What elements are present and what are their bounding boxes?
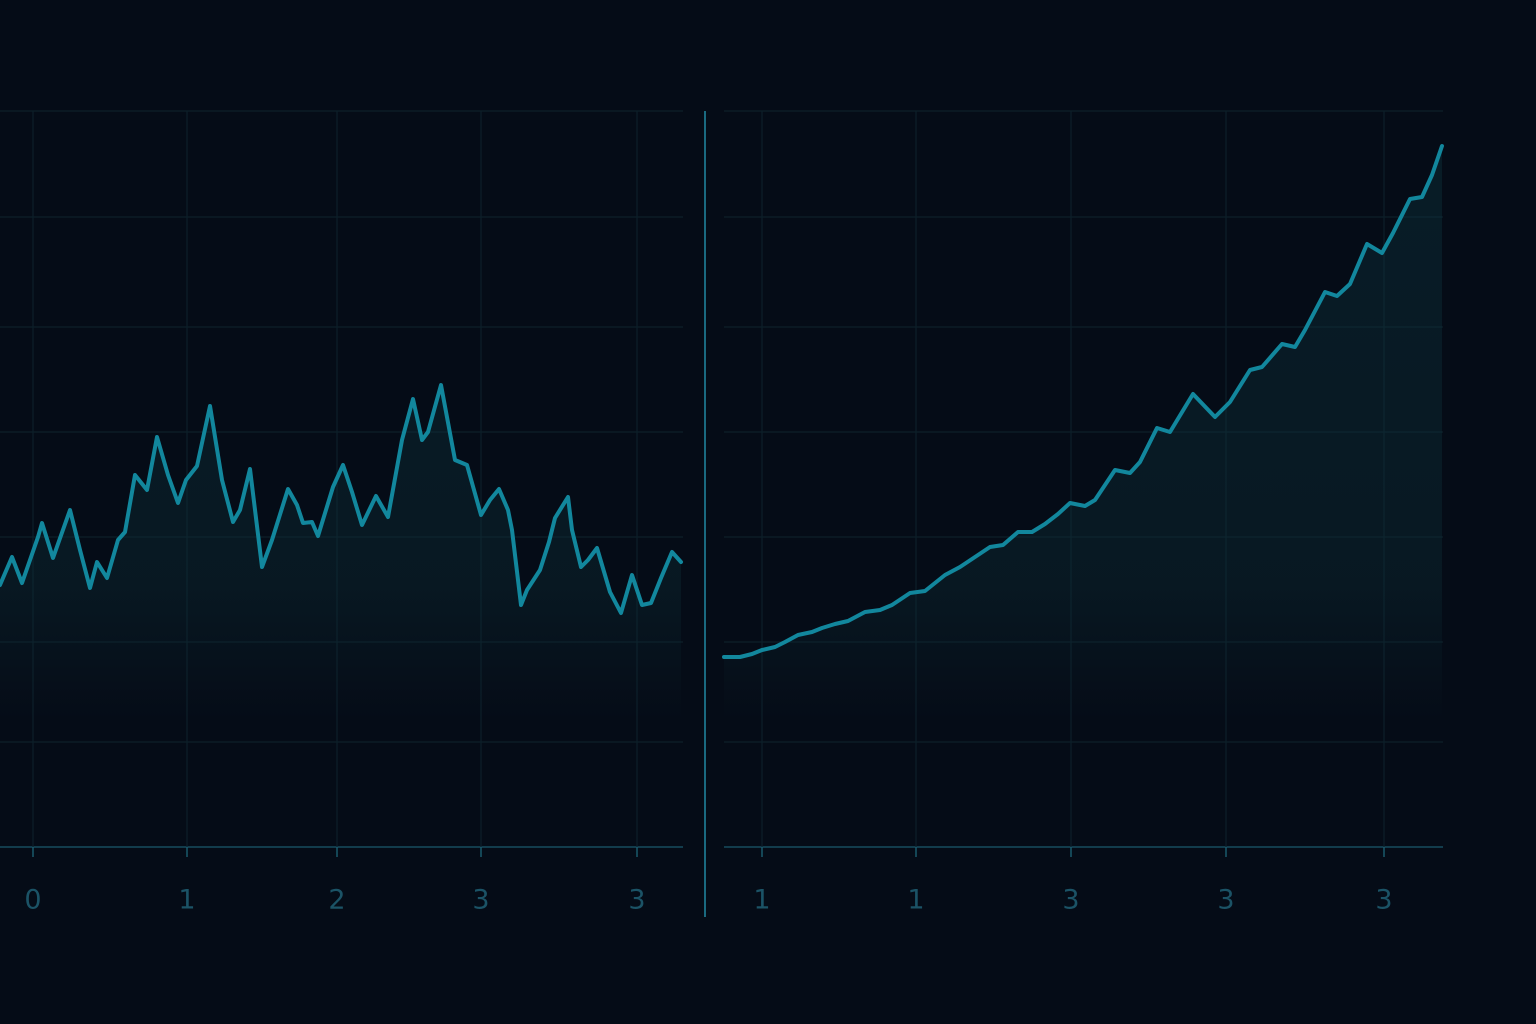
x-tick-label: 1 — [753, 885, 770, 916]
x-tick-label: 3 — [628, 885, 645, 916]
x-tick-label: 1 — [907, 885, 924, 916]
line — [722, 144, 1444, 659]
x-tick-label: 1 — [178, 885, 195, 916]
area-fill — [0, 385, 681, 847]
x-tick-label: 3 — [1375, 885, 1392, 916]
x-tick-label: 3 — [1062, 885, 1079, 916]
x-tick-label: 0 — [24, 885, 41, 916]
x-tick-label: 3 — [1217, 885, 1234, 916]
x-tick-label: 3 — [472, 885, 489, 916]
line — [0, 383, 683, 615]
area-fill — [724, 146, 1442, 847]
x-tick-label: 2 — [328, 885, 345, 916]
